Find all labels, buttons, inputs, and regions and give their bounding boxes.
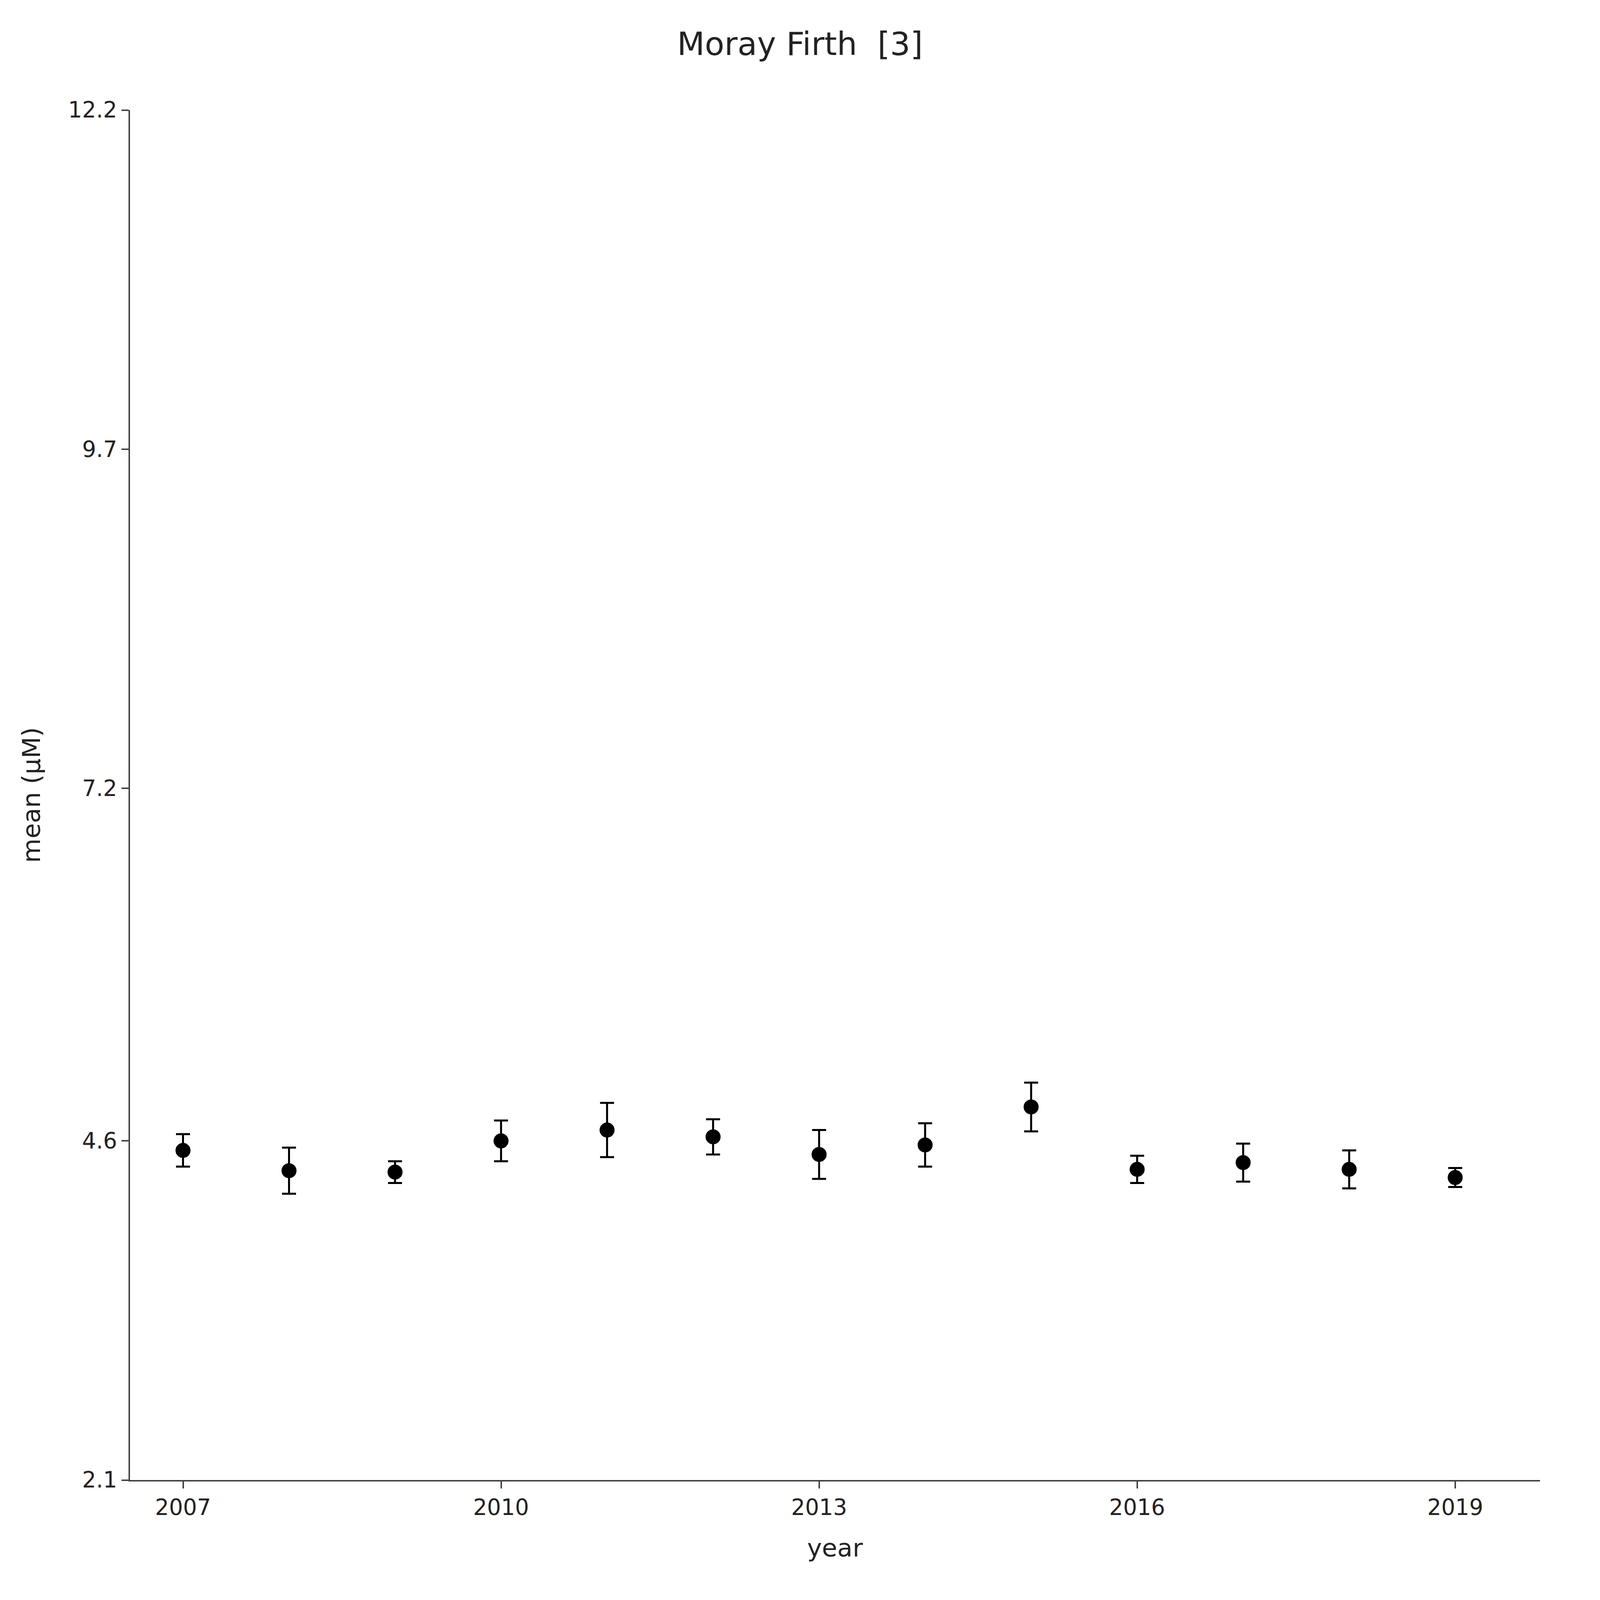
svg-text:2007: 2007 [155, 1494, 211, 1520]
svg-text:4.6: 4.6 [82, 1128, 117, 1154]
svg-text:12.2: 12.2 [68, 97, 117, 123]
svg-text:year: year [807, 1533, 863, 1563]
svg-text:2016: 2016 [1109, 1494, 1165, 1520]
svg-text:2019: 2019 [1427, 1494, 1483, 1520]
svg-text:Moray Firth [3]: Moray Firth [3] [677, 25, 923, 63]
svg-text:mean (μM): mean (μM) [17, 727, 46, 863]
svg-text:9.7: 9.7 [82, 436, 117, 462]
svg-text:7.2: 7.2 [82, 775, 117, 801]
svg-text:2.1: 2.1 [82, 1467, 117, 1493]
svg-text:2010: 2010 [473, 1494, 529, 1520]
svg-text:2013: 2013 [791, 1494, 847, 1520]
